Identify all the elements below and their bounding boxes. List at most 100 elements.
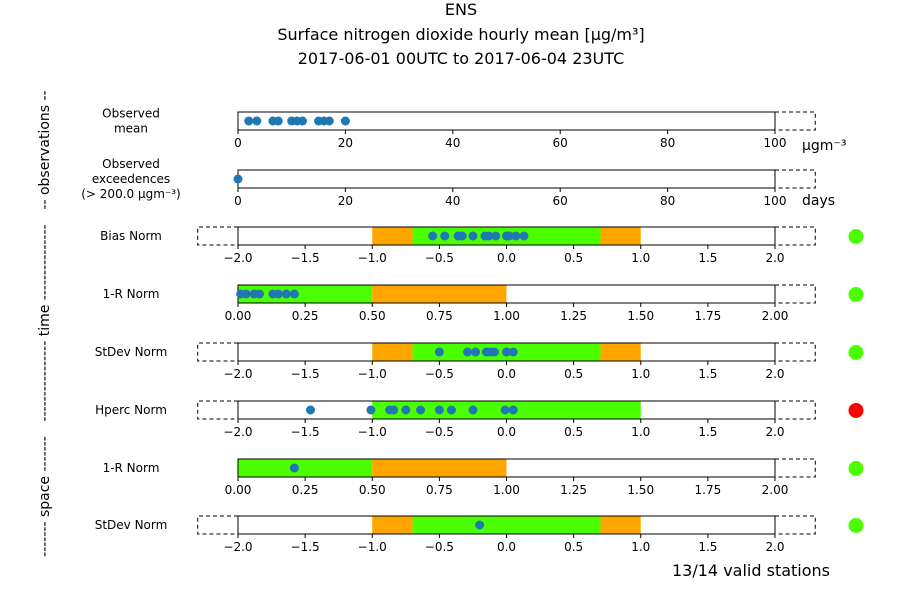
row-label-2: Bias Norm: [100, 229, 162, 243]
data-point-5-0: [305, 405, 315, 415]
band-orange-7-0: [372, 516, 413, 534]
tick-label-2-5: 0.5: [564, 251, 583, 265]
tick-label-1-3: 60: [553, 194, 568, 208]
status-indicator-4: [848, 345, 864, 360]
tick-label-4-6: 1.0: [631, 367, 650, 381]
data-point-2-3: [457, 231, 467, 241]
tick-label-5-6: 1.0: [631, 425, 650, 439]
tick-label-0-4: 80: [660, 136, 675, 150]
data-point-3-7: [289, 289, 299, 299]
data-point-6-0: [289, 463, 299, 473]
data-point-2-11: [519, 231, 529, 241]
tick-label-3-1: 0.25: [292, 309, 319, 323]
data-point-4-2: [471, 347, 481, 357]
tick-label-0-3: 60: [553, 136, 568, 150]
tick-label-3-4: 1.00: [493, 309, 520, 323]
metric-row-3: 1-R Norm 0.00 0.25 0.50 0.75 1.00 1.25 1.50 1.75…: [103, 284, 864, 323]
tick-label-7-3: −0.5: [425, 540, 454, 554]
tick-label-7-0: −2.0: [223, 540, 252, 554]
tick-label-4-7: 1.5: [698, 367, 717, 381]
data-point-5-6: [434, 405, 444, 415]
tick-label-3-6: 1.50: [627, 309, 654, 323]
data-point-5-10: [508, 405, 518, 415]
data-point-0-6: [297, 116, 307, 126]
row-label-3: 1-R Norm: [103, 287, 160, 301]
tick-label-3-7: 1.75: [695, 309, 722, 323]
band-green-7-1: [412, 516, 601, 534]
band-orange-4-2: [600, 343, 641, 361]
band-orange-2-0: [372, 227, 413, 245]
band-orange-3-1: [372, 285, 507, 303]
data-point-2-10: [511, 231, 521, 241]
tick-label-7-7: 1.5: [698, 540, 717, 554]
tick-label-3-0: 0.00: [225, 309, 252, 323]
tick-label-5-2: −1.0: [358, 425, 387, 439]
tick-label-4-5: 0.5: [564, 367, 583, 381]
tick-label-7-6: 1.0: [631, 540, 650, 554]
status-indicator-2: [848, 229, 864, 244]
metric-row-2: Bias Norm −2.0 −1.5 −1.0 −0.5 0.0 0.5 1.0 1.5 2.0: [100, 226, 864, 265]
tick-label-2-1: −1.5: [291, 251, 320, 265]
extension-right-2: [775, 226, 816, 246]
data-point-4-0: [434, 347, 444, 357]
valid-stations-footer: 13/14 valid stations: [672, 561, 830, 580]
tick-label-2-7: 1.5: [698, 251, 717, 265]
row-label-7: StDev Norm: [95, 518, 168, 532]
data-point-2-0: [428, 231, 438, 241]
extension-right-1: [775, 169, 816, 189]
band-green-3-0: [238, 285, 373, 303]
metric-row-6: 1-R Norm 0.00 0.25 0.50 0.75 1.00 1.25 1.50 1.75…: [103, 458, 864, 497]
chart-title-line3: 2017-06-01 00UTC to 2017-06-04 23UTC: [298, 49, 625, 68]
tick-label-0-1: 20: [338, 136, 353, 150]
data-point-5-4: [401, 405, 411, 415]
data-point-5-7: [446, 405, 456, 415]
row-label-0: mean: [114, 122, 148, 136]
tick-label-6-0: 0.00: [225, 483, 252, 497]
tick-label-0-5: 100: [764, 136, 787, 150]
data-point-4-7: [508, 347, 518, 357]
tick-label-5-8: 2.0: [765, 425, 784, 439]
tick-label-2-3: −0.5: [425, 251, 454, 265]
extension-left-7: [197, 515, 238, 535]
band-orange-7-2: [600, 516, 641, 534]
status-indicator-5: [848, 403, 864, 418]
tick-label-4-3: −0.5: [425, 367, 454, 381]
tick-label-1-2: 40: [445, 194, 460, 208]
band-orange-4-0: [372, 343, 413, 361]
tick-label-7-4: 0.0: [497, 540, 516, 554]
data-point-0-1: [252, 116, 262, 126]
data-point-4-1: [463, 347, 473, 357]
data-point-3-3: [254, 289, 264, 299]
tick-label-6-2: 0.50: [359, 483, 386, 497]
tick-label-6-7: 1.75: [695, 483, 722, 497]
data-point-0-0: [244, 116, 254, 126]
extension-left-2: [197, 226, 238, 246]
tick-label-5-0: −2.0: [223, 425, 252, 439]
tick-label-3-5: 1.25: [560, 309, 587, 323]
extension-right-4: [775, 342, 816, 362]
band-orange-6-1: [372, 459, 507, 477]
row-label-4: StDev Norm: [95, 345, 168, 359]
tick-label-4-4: 0.0: [497, 367, 516, 381]
tick-label-1-5: 100: [764, 194, 787, 208]
band-green-6-0: [238, 459, 373, 477]
data-point-3-6: [281, 289, 291, 299]
extension-right-7: [775, 515, 816, 535]
tick-label-6-3: 0.75: [426, 483, 453, 497]
metric-row-4: StDev Norm −2.0 −1.5 −1.0 −0.5 0.0 0.5 1.0 1.5 2.…: [95, 342, 864, 381]
metric-row-7: StDev Norm −2.0 −1.5 −1.0 −0.5 0.0 0.5 1.0 1.5 2.…: [95, 515, 864, 554]
tick-label-3-8: 2.00: [762, 309, 789, 323]
tick-label-5-1: −1.5: [291, 425, 320, 439]
tick-label-1-4: 80: [660, 194, 675, 208]
axis-box-0: [237, 111, 776, 131]
data-point-2-6: [484, 231, 494, 241]
data-point-3-1: [241, 289, 251, 299]
tick-label-6-5: 1.25: [560, 483, 587, 497]
tick-label-4-2: −1.0: [358, 367, 387, 381]
data-point-2-9: [504, 231, 514, 241]
data-point-3-5: [273, 289, 283, 299]
chart-title-line2: Surface nitrogen dioxide hourly mean [μg…: [277, 25, 644, 44]
